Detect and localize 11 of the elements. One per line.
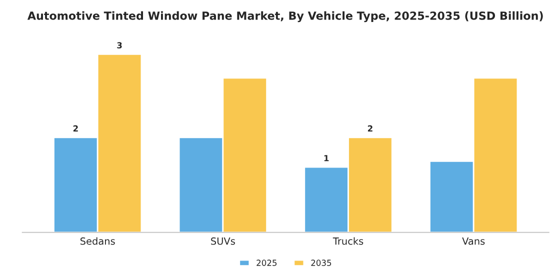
legend-label: 2035 <box>311 260 332 266</box>
x-tick-label: Sedans <box>80 237 115 245</box>
x-tick-label: Trucks <box>332 237 364 245</box>
data-label: 2 <box>73 125 78 132</box>
x-tick-label: Vans <box>462 238 485 245</box>
data-label: 2 <box>368 125 372 132</box>
legend-label: 2025 <box>256 260 277 266</box>
data-label: 3 <box>117 42 122 48</box>
chart-title: Automotive Tinted Window Pane Market, By Vehicle Type, 2025-2035 (USD Billion) <box>27 11 543 22</box>
data-label: 1 <box>324 155 329 162</box>
x-tick-label: SUVs <box>211 237 235 245</box>
